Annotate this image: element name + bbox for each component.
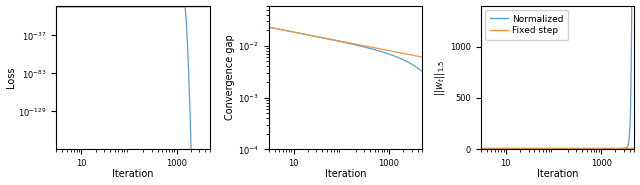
X-axis label: Iteration: Iteration [324,169,366,179]
Legend: Normalized, Fixed step: Normalized, Fixed step [485,10,568,40]
X-axis label: Iteration: Iteration [537,169,579,179]
Y-axis label: Convergence gap: Convergence gap [225,35,235,120]
Y-axis label: Loss: Loss [6,67,15,88]
Y-axis label: $||w_t||_{1.5}$: $||w_t||_{1.5}$ [433,59,447,96]
X-axis label: Iteration: Iteration [113,169,154,179]
